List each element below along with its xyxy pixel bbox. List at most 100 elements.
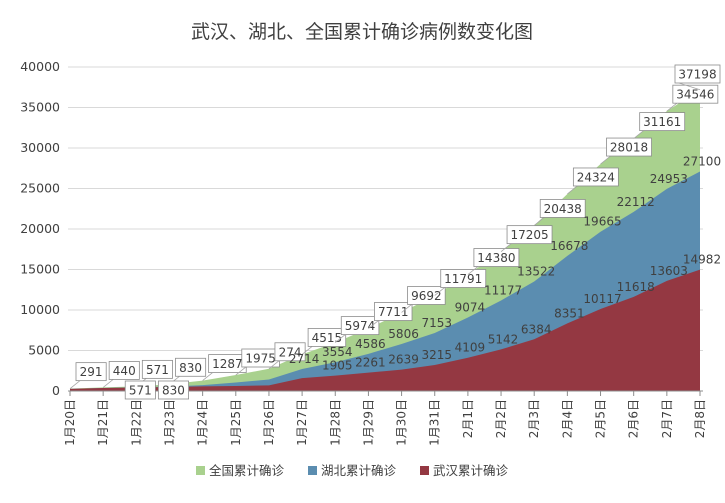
data-label-national: 17205	[510, 228, 548, 242]
data-label-wuhan: 4109	[455, 341, 486, 355]
leader-line	[567, 185, 578, 195]
legend-label-3: 武汉累计确诊	[433, 463, 509, 478]
data-label-box	[506, 225, 553, 245]
data-label-box	[440, 269, 487, 288]
data-label-national: 274	[279, 345, 302, 359]
data-label-box	[473, 248, 520, 267]
gridlines	[68, 66, 703, 392]
area-series-3	[70, 269, 700, 391]
data-label-hubei: 13522	[517, 264, 555, 278]
data-label-national: 11791	[444, 272, 482, 286]
y-tick-label: 30000	[20, 140, 60, 155]
data-label-box	[175, 357, 207, 377]
data-label-wuhan: 10117	[583, 292, 621, 306]
data-label-national: 291	[80, 365, 103, 379]
data-label-national: 28018	[610, 141, 648, 155]
data-label-national: 830	[179, 361, 202, 375]
data-label-hubei: 16678	[550, 239, 588, 253]
leader-line	[633, 130, 644, 139]
data-label-box	[606, 137, 652, 157]
y-tick-label: 35000	[20, 100, 60, 115]
x-tick-label: 1月26日	[262, 399, 276, 446]
data-label-wuhan: 5142	[488, 332, 519, 346]
x-tick-label: 2月6日	[627, 399, 641, 438]
data-label-national: 34546	[676, 88, 714, 102]
x-tick-label: 1月27日	[295, 399, 309, 446]
legend-label-2: 湖北累计确诊	[321, 463, 397, 478]
data-label-hubei: 19665	[583, 215, 621, 229]
x-tick-label: 2月2日	[494, 399, 508, 438]
data-label-wuhan: 13603	[650, 264, 688, 278]
data-label-hubei: 7153	[421, 316, 452, 330]
data-label-hubei: 830	[162, 384, 185, 398]
y-tick-label: 25000	[20, 181, 60, 196]
legend-label-1: 全国累计确诊	[209, 463, 285, 478]
x-tick-label: 1月21日	[96, 399, 110, 446]
leader-line	[301, 346, 313, 355]
data-labels: 291 440 571 830 1287 1975 27445155974771196921…	[69, 64, 721, 400]
data-label-national: 24324	[577, 170, 615, 184]
x-tick-label: 1月22日	[129, 399, 143, 446]
data-label-hubei: 5806	[388, 327, 419, 341]
data-label-box	[572, 167, 619, 187]
y-tick-label: 20000	[20, 221, 60, 236]
data-label-national: 4515	[312, 331, 343, 345]
y-tick-label: 15000	[20, 262, 60, 277]
leader-line	[368, 320, 379, 329]
data-label-hubei: 4586	[355, 337, 386, 351]
data-label-wuhan: 2639	[388, 353, 419, 367]
data-label-box	[157, 380, 189, 400]
leader-line	[600, 155, 611, 165]
data-label-box	[539, 199, 586, 218]
y-tick-label: 40000	[20, 59, 60, 74]
data-label-box	[108, 361, 140, 380]
data-label-wuhan: 2261	[355, 356, 386, 370]
x-tick-label: 2月4日	[560, 399, 574, 438]
data-label-box	[407, 286, 446, 305]
data-label-hubei: 22112	[617, 195, 655, 209]
leader-line	[533, 217, 545, 226]
x-tick-label: 2月5日	[594, 399, 608, 438]
x-tick-label: 2月3日	[527, 399, 541, 438]
x-tick-label: 1月24日	[196, 399, 210, 446]
data-label-hubei: 11177	[484, 283, 522, 297]
series-areas	[70, 89, 700, 391]
x-tick-label: 2月8日	[693, 399, 707, 438]
data-label-hubei: 9074	[455, 301, 486, 315]
x-tick-label: 1月31日	[428, 399, 442, 446]
chart-title: 武汉、湖北、全国累计确诊病例数变化图	[191, 21, 533, 43]
data-label-national: 20438	[544, 202, 582, 216]
y-axis: 0 5000 10000 15000 20000 25000 30000 35000 40000	[20, 59, 60, 398]
data-label-box	[141, 359, 173, 379]
x-tick-label: 1月28日	[328, 399, 342, 446]
leader-line	[235, 366, 247, 376]
data-label-hubei: 24953	[650, 172, 688, 186]
leader-line	[678, 82, 701, 91]
data-label-national: 7711	[378, 305, 409, 319]
x-tick-label: 1月20日	[63, 399, 77, 446]
data-label-box	[75, 362, 107, 382]
leader-line	[500, 243, 512, 252]
data-label-hubei: 571	[129, 384, 152, 398]
data-label-box	[674, 64, 721, 84]
x-tick-label: 2月7日	[660, 399, 674, 438]
data-label-national: 31161	[643, 115, 681, 129]
leader-line	[401, 304, 412, 313]
legend-swatch-3	[420, 466, 429, 475]
data-label-national: 440	[113, 364, 136, 378]
data-label-national: 14380	[477, 251, 515, 265]
leader-line	[202, 372, 213, 381]
leader-line	[335, 334, 346, 343]
x-tick-label: 1月29日	[361, 399, 375, 446]
legend-swatch-2	[308, 466, 317, 475]
data-label-wuhan: 11618	[617, 280, 655, 294]
data-label-national: 9692	[411, 289, 442, 303]
data-label-hubei: 3554	[322, 345, 353, 359]
legend: 全国累计确诊 湖北累计确诊 武汉累计确诊	[196, 463, 509, 478]
leader-line	[467, 266, 479, 275]
leader-line	[434, 287, 445, 296]
leader-line	[69, 380, 81, 389]
data-label-wuhan: 1905	[322, 359, 353, 373]
data-label-box	[340, 316, 380, 336]
